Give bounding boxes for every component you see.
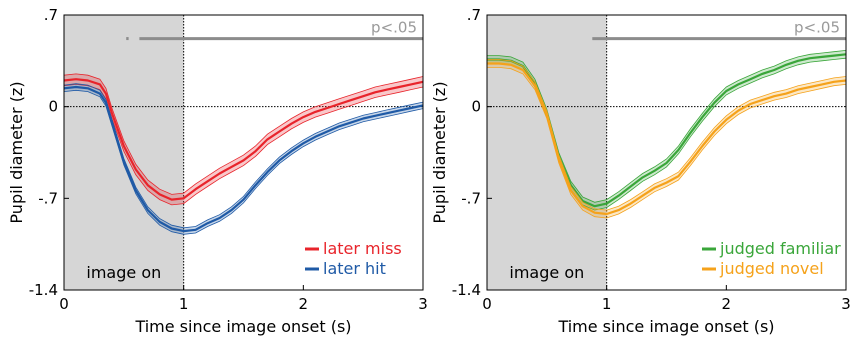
plot-frame [486, 14, 847, 291]
y-tick-label: .7 [44, 6, 58, 24]
series-line-1 [487, 62, 847, 216]
significance-label: p<.05 [794, 19, 840, 37]
x-axis-label: Time since image onset (s) [557, 317, 774, 336]
legend-label-1: later hit [323, 259, 386, 278]
chart-panel-left: p<.05 0 1 2 3 -1.4 -.7 0 .7 Time since image onse… [7, 6, 428, 336]
y-tick-label: .7 [467, 6, 481, 24]
series-band-1 [487, 59, 846, 218]
x-tick-label: 1 [179, 295, 189, 313]
legend-label-1: judged novel [719, 259, 824, 278]
x-axis-label: Time since image onset (s) [134, 317, 351, 336]
y-tick-label: 0 [471, 98, 481, 116]
image-on-label: image on [509, 263, 584, 282]
x-tick-label: 2 [722, 295, 732, 313]
y-tick-label: -1.4 [29, 281, 58, 299]
y-tick-label: -.7 [461, 189, 481, 207]
series-band-upper-0 [487, 50, 847, 203]
series-band-upper-0 [63, 73, 424, 195]
significance-label: p<.05 [371, 19, 417, 37]
x-tick-label: 3 [841, 295, 850, 313]
image-on-label: image on [86, 263, 161, 282]
y-tick-label: -1.4 [452, 281, 481, 299]
series-band-lower-0 [63, 83, 424, 206]
legend-label-0: judged familiar [719, 239, 841, 258]
chart-panel-right: p<.05 0 1 2 3 -1.4 -.7 0 .7 Time since image onse… [430, 6, 850, 336]
x-tick-label: 3 [418, 295, 428, 313]
image-on-region [64, 15, 184, 290]
legend-label-0: later miss [323, 239, 402, 258]
y-axis-label: Pupil diameter (z) [7, 81, 26, 223]
x-tick-label: 2 [299, 295, 309, 313]
x-tick-label: 0 [482, 295, 492, 313]
y-tick-label: 0 [48, 98, 58, 116]
series-line-1 [63, 85, 424, 233]
plot-frame [63, 14, 424, 291]
series-band-upper-1 [487, 59, 847, 211]
x-tick-label: 0 [59, 295, 69, 313]
y-tick-label: -.7 [38, 189, 58, 207]
series-line-0 [63, 78, 424, 201]
x-tick-label: 1 [602, 295, 612, 313]
y-axis-label: Pupil diameter (z) [430, 81, 449, 223]
